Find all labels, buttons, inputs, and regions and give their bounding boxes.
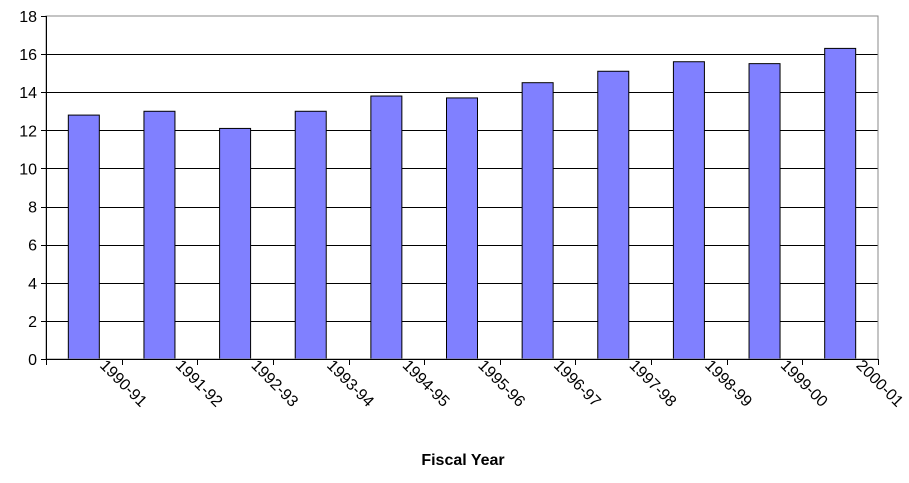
- bar: [672, 61, 705, 360]
- bar: [446, 97, 478, 360]
- y-tick-label: 12: [19, 123, 37, 140]
- bar: [824, 47, 857, 360]
- bar: [294, 110, 327, 360]
- y-tick-label: 16: [19, 47, 37, 64]
- bar: [521, 82, 554, 360]
- y-tick-label: 2: [28, 314, 37, 331]
- x-axis-title: Fiscal Year: [421, 452, 504, 469]
- x-tick-label: 1993-94: [323, 357, 377, 411]
- x-tick-label: 1991-92: [172, 357, 226, 411]
- x-tick-label: 1999-00: [777, 357, 831, 411]
- y-tick-label: 8: [28, 200, 37, 217]
- x-tick-label: 1996-97: [550, 357, 604, 411]
- x-tick-label: 1994-95: [399, 357, 453, 411]
- x-tick-label: 1997-98: [626, 357, 680, 411]
- y-tick-label: 14: [19, 85, 37, 102]
- bar: [597, 70, 630, 360]
- x-tick-label: 2000-01: [853, 357, 907, 411]
- x-tick-label: 1990-91: [96, 357, 150, 411]
- axes: [41, 15, 879, 365]
- y-tick-label: 4: [28, 276, 37, 293]
- bar: [143, 110, 176, 360]
- y-tick-label: 10: [19, 161, 37, 178]
- x-tick-label: 1992-93: [248, 357, 302, 411]
- bar: [748, 63, 781, 360]
- bar: [370, 95, 403, 360]
- bars: [67, 47, 857, 360]
- bar: [219, 127, 252, 360]
- y-tick-label: 6: [28, 238, 37, 255]
- x-tick-label: 1998-99: [701, 357, 755, 411]
- y-tick-label: 18: [19, 9, 37, 26]
- y-tick-label: 0: [28, 352, 37, 369]
- bar: [67, 114, 100, 360]
- x-tick-label: 1995-96: [474, 357, 528, 411]
